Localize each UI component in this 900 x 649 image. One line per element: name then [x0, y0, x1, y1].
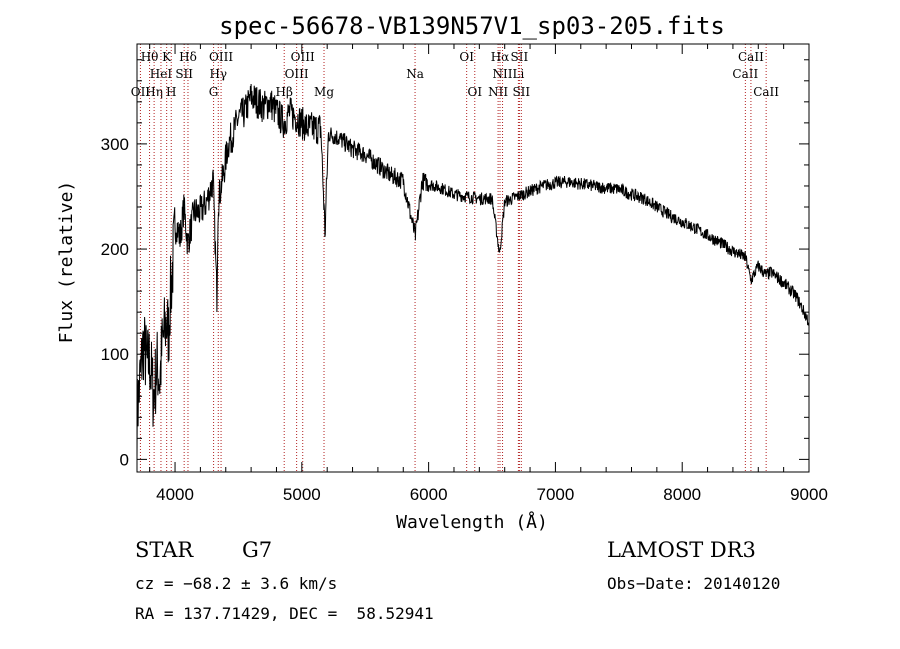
- line-label: OIII: [291, 50, 315, 64]
- line-label: SII: [512, 85, 530, 99]
- line-label: H: [166, 85, 176, 99]
- plot-frame: [136, 43, 810, 473]
- line-label: OI: [467, 85, 482, 99]
- y-tick-label: 200: [101, 240, 129, 259]
- line-label: Na: [406, 67, 424, 81]
- line-label: NII: [493, 67, 513, 81]
- y-tick-label: 300: [101, 135, 129, 154]
- line-label: Hθ: [141, 50, 159, 64]
- line-label: CaII: [753, 85, 779, 99]
- line-label: Li: [512, 67, 524, 81]
- line-label: Hγ: [209, 67, 227, 81]
- line-label: CaII: [732, 67, 758, 81]
- line-label: OI: [459, 50, 474, 64]
- line-label: Hα: [491, 50, 510, 64]
- line-label: Mg: [314, 85, 334, 99]
- line-label: OII: [131, 85, 151, 99]
- line-label: HeI: [150, 67, 173, 81]
- line-label: Hη: [145, 85, 163, 99]
- spectral-subclass: G7: [242, 538, 273, 562]
- y-tick-label: 0: [120, 450, 129, 469]
- plot-layer: OII Hθ Hη HeI K H SII Hδ G Hγ OIII Hβ OIII OIII Mg Na OI…: [131, 44, 810, 472]
- object-type: STAR: [135, 538, 194, 562]
- line-label: SII: [175, 67, 193, 81]
- line-label: SII: [511, 50, 529, 64]
- line-label: OIII: [285, 67, 309, 81]
- y-axis-label: Flux (relative): [56, 181, 77, 344]
- x-tick-label: 5000: [283, 485, 321, 504]
- chart-title: spec-56678-VB139N57V1_sp03-205.fits: [219, 12, 725, 40]
- line-label: CaII: [738, 50, 764, 64]
- obs-date-text: Obs−Date: 20140120: [607, 574, 781, 593]
- line-label: OIII: [209, 50, 233, 64]
- y-tick-label: 100: [101, 345, 129, 364]
- x-tick-label: 7000: [537, 485, 575, 504]
- coordinates-text: RA = 137.71429, DEC = 58.52941: [135, 604, 434, 623]
- spectrum-line: [136, 83, 810, 458]
- redshift-text: cz = −68.2 ± 3.6 km/s: [135, 574, 338, 593]
- x-tick-label: 4000: [156, 485, 194, 504]
- axis-ticks: 4000 5000 6000 7000 8000 9000 0 100 200 300: [101, 44, 828, 504]
- line-label: NII: [488, 85, 508, 99]
- line-label: G: [209, 85, 219, 99]
- line-label: K: [162, 50, 172, 64]
- x-tick-label: 9000: [790, 485, 828, 504]
- x-tick-label: 8000: [663, 485, 701, 504]
- x-tick-label: 6000: [410, 485, 448, 504]
- survey-name: LAMOST DR3: [607, 538, 756, 562]
- line-label: Hδ: [179, 50, 197, 64]
- line-label: Hβ: [276, 85, 293, 99]
- x-axis-label: Wavelength (Å): [396, 511, 548, 533]
